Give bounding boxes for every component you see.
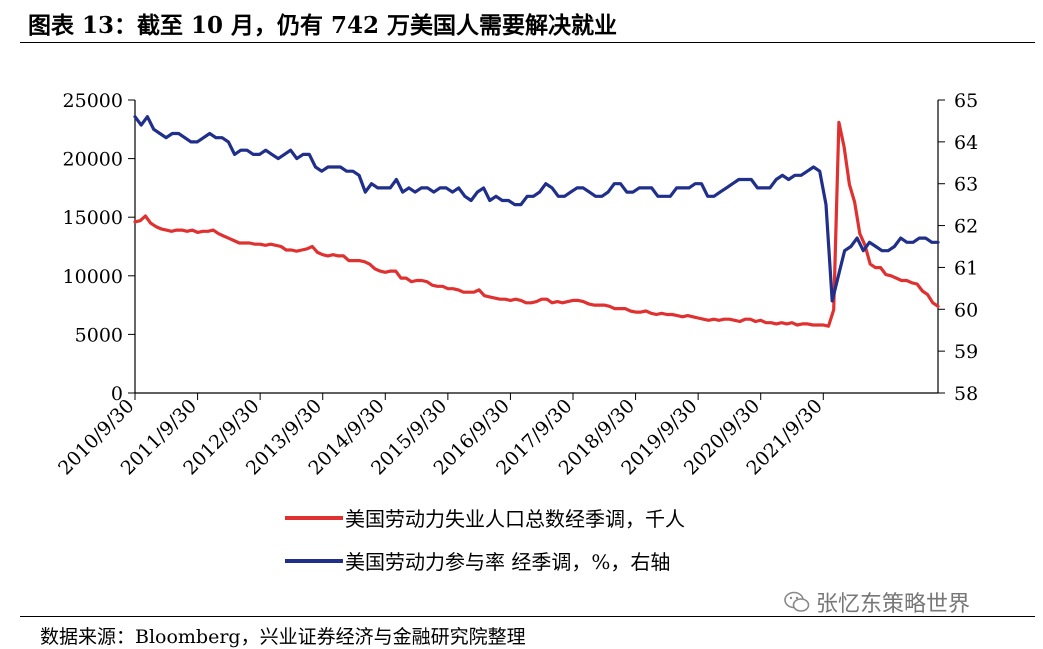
left-tick-label: 5000	[75, 324, 123, 346]
left-tick-label: 0	[111, 383, 123, 405]
legend-swatch-red	[285, 515, 343, 520]
right-tick-label: 62	[954, 216, 978, 238]
left-tick-label: 20000	[63, 149, 123, 171]
left-tick-label: 10000	[63, 266, 123, 288]
right-tick-label: 65	[954, 90, 978, 112]
watermark: 张忆东策略世界	[784, 586, 970, 618]
right-tick-label: 59	[954, 341, 978, 363]
source-note: 数据来源：Bloomberg，兴业证券经济与金融研究院整理	[40, 626, 526, 648]
series-line-unemployed	[133, 120, 940, 328]
left-tick-label: 25000	[63, 90, 123, 112]
right-tick-label: 60	[954, 299, 978, 321]
legend-label-participation: 美国劳动力参与率 经季调，%，右轴	[345, 550, 671, 574]
legend-item-unemployed: 美国劳动力失业人口总数经季调，千人	[285, 503, 685, 532]
chart-series	[133, 115, 940, 328]
right-tick-label: 58	[954, 383, 978, 405]
right-tick-label: 61	[954, 257, 978, 279]
left-tick-label: 15000	[63, 207, 123, 229]
legend-label-unemployed: 美国劳动力失业人口总数经季调，千人	[345, 507, 685, 531]
legend-item-participation: 美国劳动力参与率 经季调，%，右轴	[285, 546, 670, 575]
legend-swatch-navy	[285, 558, 343, 563]
right-tick-label: 64	[954, 132, 978, 154]
source-rule	[20, 616, 1035, 617]
watermark-text: 张忆东策略世界	[816, 592, 971, 617]
title-rule	[20, 42, 1035, 43]
page-title: 图表 13：截至 10 月，仍有 742 万美国人需要解决就业	[28, 12, 618, 39]
series-line-participation	[133, 115, 940, 303]
right-tick-label: 63	[954, 174, 978, 196]
wechat-icon	[784, 591, 810, 612]
